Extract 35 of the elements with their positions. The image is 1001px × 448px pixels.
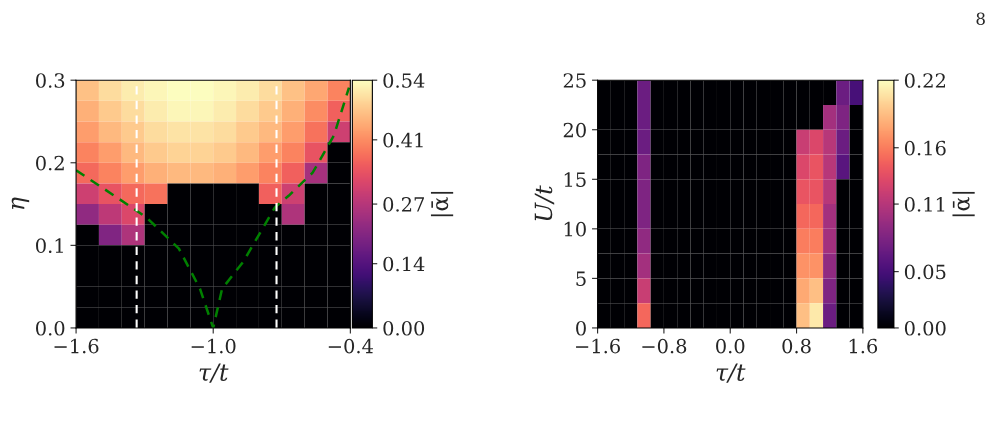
y-tick-label: 0.0 bbox=[36, 320, 65, 336]
color-bar-label: 0.11 bbox=[904, 197, 945, 212]
x-tick-label: −0.4 bbox=[328, 338, 373, 354]
color-bar-label: 0.41 bbox=[383, 132, 423, 148]
color-bar-label: 0.27 bbox=[383, 197, 424, 212]
x-tick-label: −1.6 bbox=[576, 338, 620, 354]
y-tick-label: 0.1 bbox=[36, 238, 63, 254]
x-tick-label: 0.0 bbox=[716, 338, 745, 354]
x-tick-label: −1.0 bbox=[191, 338, 236, 354]
color-bar-label: 0.00 bbox=[904, 320, 946, 336]
color-bar-label: 0.54 bbox=[383, 73, 425, 88]
y-tick-label: 0.2 bbox=[36, 155, 64, 171]
color-bar-label: 0.14 bbox=[383, 256, 425, 272]
color-bar-label: 0.22 bbox=[904, 73, 945, 88]
color-bar-title: |ᾱ| bbox=[952, 191, 975, 217]
x-axis-title: τ/t bbox=[716, 363, 746, 383]
x-axis-title: τ/t bbox=[199, 363, 229, 383]
y-tick-label: 0.3 bbox=[36, 73, 65, 88]
y-tick-label: 20 bbox=[563, 122, 586, 138]
text: 8 bbox=[976, 12, 985, 25]
y-tick-label: 5 bbox=[576, 271, 586, 287]
y-tick-label: 25 bbox=[563, 73, 586, 88]
x-tick-label: −0.8 bbox=[642, 338, 687, 354]
color-bar-title: |ᾱ| bbox=[430, 191, 454, 217]
x-tick-label: −1.6 bbox=[54, 338, 99, 354]
y-tick-label: 15 bbox=[564, 172, 586, 187]
color-bar-label: 0.00 bbox=[383, 320, 425, 336]
y-tick-label: 10 bbox=[564, 221, 586, 237]
x-tick-label: 1.6 bbox=[849, 338, 878, 354]
x-tick-label: 0.8 bbox=[782, 338, 811, 354]
color-bar-label: 0.05 bbox=[904, 264, 946, 280]
color-bar-label: 0.16 bbox=[904, 140, 946, 156]
y-axis-title: η bbox=[11, 197, 30, 209]
y-tick-label: 0 bbox=[576, 320, 586, 336]
y-axis-title: U/t bbox=[534, 185, 555, 221]
